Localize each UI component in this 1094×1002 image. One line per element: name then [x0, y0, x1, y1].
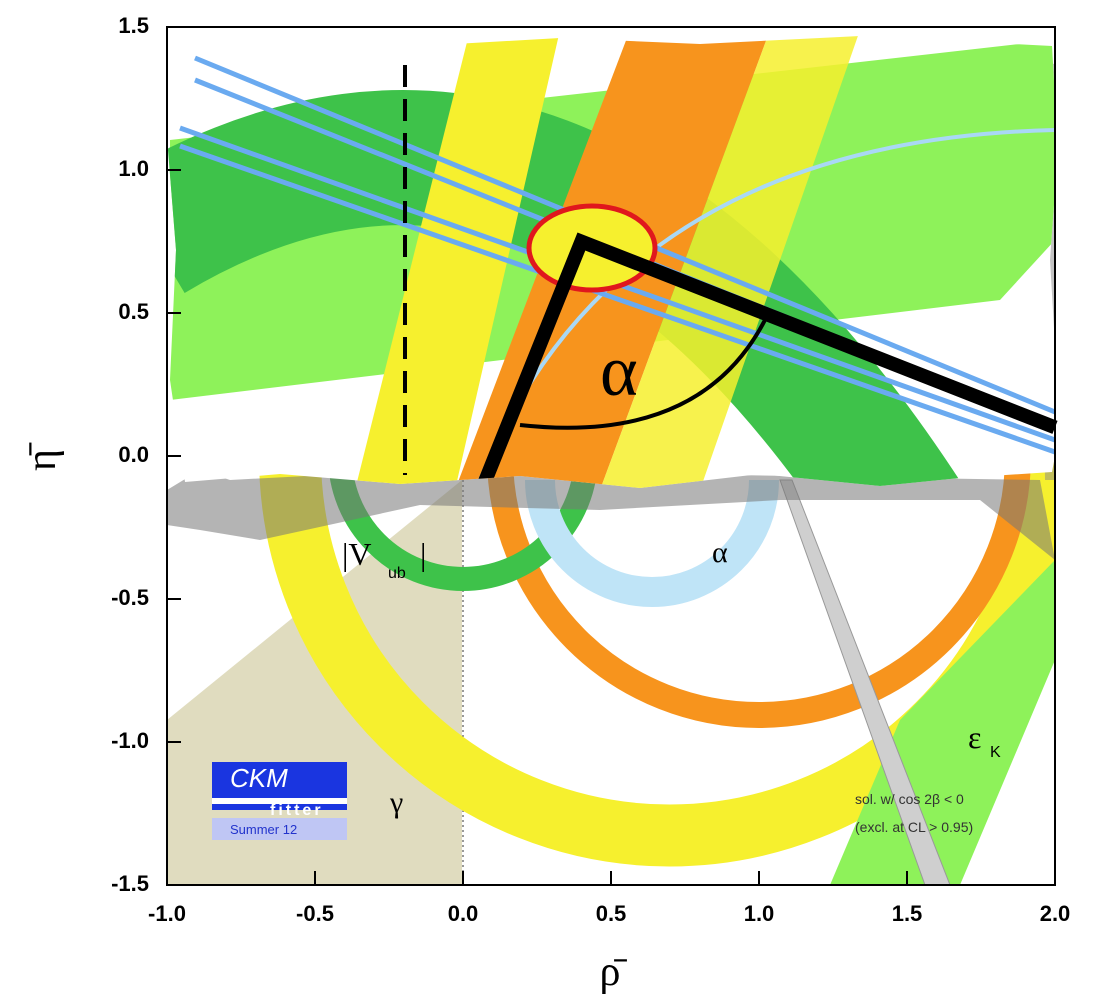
- x-tick-label: -1.0: [148, 901, 186, 926]
- logo-fitter: fitter: [270, 802, 324, 819]
- gamma-label: γ: [389, 786, 403, 819]
- note-line1: sol. w/ cos 2β < 0: [855, 791, 964, 807]
- alpha-label: α: [600, 331, 638, 411]
- x-tick-label: 2.0: [1040, 901, 1071, 926]
- y-tick-label: -1.5: [111, 871, 149, 896]
- vub-label: |V: [342, 536, 372, 572]
- x-axis-label: ρ̄: [600, 949, 628, 995]
- epsk-label: ε: [968, 719, 981, 755]
- x-tick-label: 0.5: [596, 901, 627, 926]
- logo-season: Summer 12: [230, 822, 297, 837]
- y-tick-label: -0.5: [111, 585, 149, 610]
- vub-sub: ub: [388, 565, 406, 582]
- chart: α |V ub | α γ ε K CKM fitter Summer 12 s…: [0, 0, 1094, 1002]
- y-axis-label: η̄: [19, 442, 65, 471]
- y-tick-label: 0.0: [118, 442, 149, 467]
- vub-bar: |: [420, 536, 426, 572]
- alpha-small: α: [712, 536, 728, 569]
- logo-ckm: CKM: [230, 763, 288, 793]
- ckmfitter-logo: CKM fitter Summer 12: [212, 762, 347, 840]
- y-tick-label: -1.0: [111, 728, 149, 753]
- upper-constraints: [150, 30, 1070, 520]
- y-tick-label: 1.5: [118, 13, 149, 38]
- x-tick-label: 0.0: [448, 901, 479, 926]
- x-tick-label: -0.5: [296, 901, 334, 926]
- x-tick-label: 1.5: [892, 901, 923, 926]
- y-tick-label: 1.0: [118, 156, 149, 181]
- x-tick-label: 1.0: [744, 901, 775, 926]
- epsk-sub: K: [990, 744, 1001, 761]
- y-tick-label: 0.5: [118, 299, 149, 324]
- note-line2: (excl. at CL > 0.95): [855, 819, 973, 835]
